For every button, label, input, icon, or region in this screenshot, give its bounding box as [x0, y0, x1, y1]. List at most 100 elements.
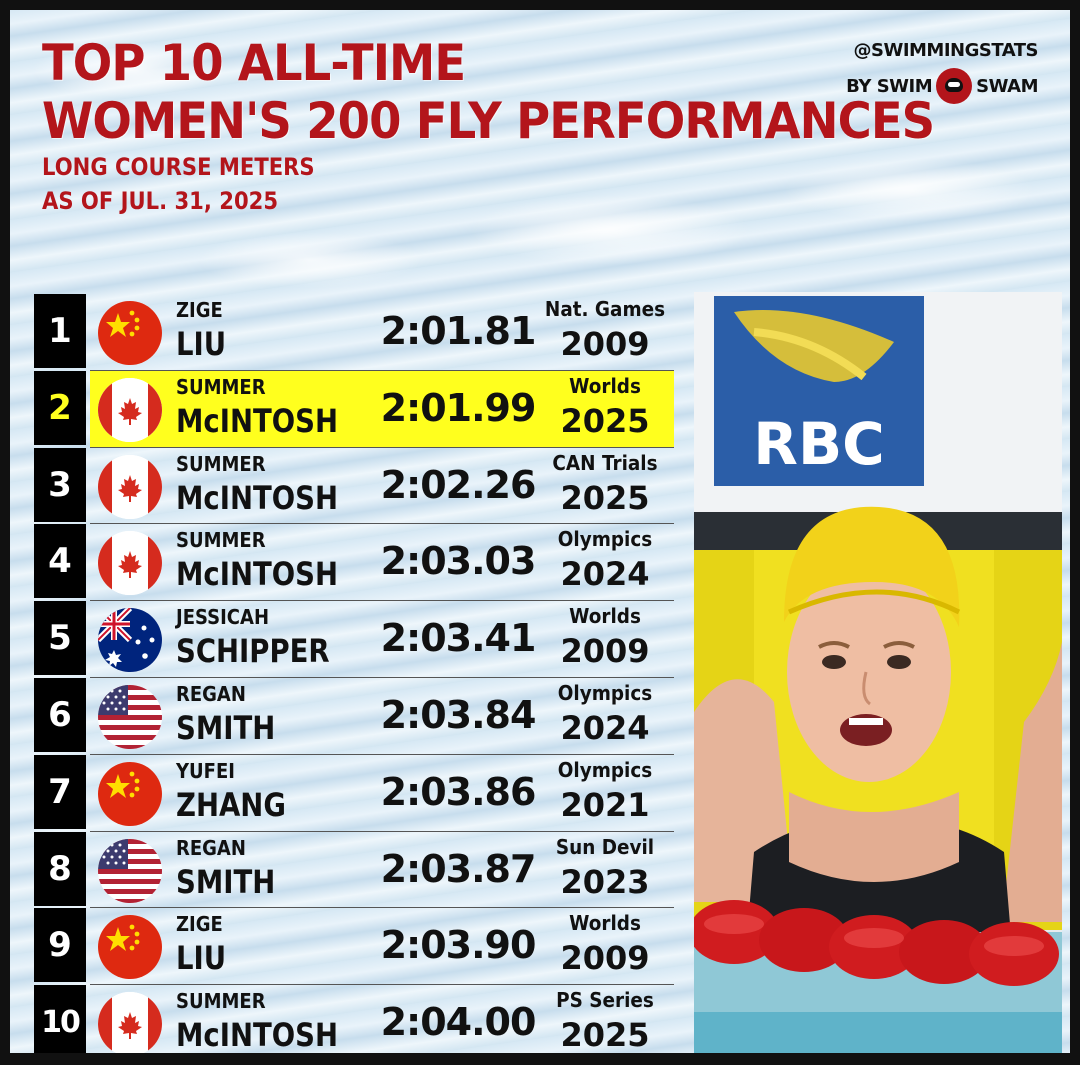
rank-number: 3 — [34, 447, 86, 522]
ranking-row: 2 SUMMER McINTOSH 2:01.99 Worlds 2025 — [34, 370, 678, 448]
ranking-cell: SUMMER McINTOSH 2:01.99 Worlds 2025 — [90, 370, 674, 448]
title-line-1: TOP 10 ALL-TIME — [42, 34, 466, 92]
ranking-row: 8 REGAN SMITH 2:03.87 Sun Devil 2023 — [34, 831, 678, 909]
meet-year: 2021 — [560, 785, 650, 824]
swim-time: 2:01.81 — [380, 309, 537, 353]
swimmer-first-name: SUMMER — [176, 451, 266, 476]
swimmer-last-name: LIU — [176, 325, 227, 363]
swimmer-photo: RBC — [694, 292, 1062, 1053]
china-flag-icon — [98, 915, 162, 980]
swimmer-last-name: McINTOSH — [176, 401, 338, 440]
swim-time: 2:03.41 — [380, 616, 537, 661]
ranking-cell: ZIGE LIU 2:03.90 Worlds 2009 — [90, 908, 674, 986]
swimmer-first-name: JESSICAH — [176, 605, 270, 630]
rank-number: 6 — [34, 677, 86, 752]
ranking-row: 7 YUFEI ZHANG 2:03.86 Olympics 2021 — [34, 754, 678, 832]
meet-name: Nat. Games — [544, 297, 666, 321]
australia-flag-icon — [98, 608, 162, 673]
meet-year: 2024 — [560, 708, 650, 747]
swimmer-first-name: SUMMER — [176, 989, 266, 1014]
ranking-row: 10 SUMMER McINTOSH 2:04.00 PS Series 2025 — [34, 985, 678, 1055]
ranking-cell: SUMMER McINTOSH 2:04.00 PS Series 2025 — [90, 985, 674, 1055]
swim-time: 2:03.84 — [380, 692, 537, 737]
usa-flag-icon — [98, 684, 162, 749]
swimswam-logo-icon — [936, 68, 973, 104]
meet-name: Olympics — [557, 527, 653, 552]
brand-line: BY SWIM SWAM — [846, 68, 1038, 104]
swimmer-first-name: REGAN — [176, 835, 246, 860]
title-block: TOP 10 ALL-TIME WOMEN'S 200 FLY PERFORMA… — [42, 34, 1001, 218]
ranking-cell: REGAN SMITH 2:03.87 Sun Devil 2023 — [90, 832, 674, 909]
swimmer-first-name: ZIGE — [176, 912, 223, 937]
rank-number: 8 — [34, 831, 86, 906]
rbc-sign-text: RBC — [753, 410, 884, 478]
swimmer-first-name: ZIGE — [176, 298, 223, 322]
swim-time: 2:03.87 — [380, 846, 537, 891]
swimmer-first-name: SUMMER — [176, 528, 266, 553]
ranking-cell: SUMMER McINTOSH 2:02.26 CAN Trials 2025 — [90, 448, 674, 525]
meet-year: 2025 — [560, 1016, 650, 1055]
subtitle-course: LONG COURSE METERS — [42, 153, 315, 181]
ranking-cell: REGAN SMITH 2:03.84 Olympics 2024 — [90, 678, 674, 755]
ranking-cell: YUFEI ZHANG 2:03.86 Olympics 2021 — [90, 755, 674, 832]
usa-flag-icon — [98, 838, 162, 903]
rank-number: 4 — [34, 524, 86, 599]
rank-number: 5 — [34, 601, 86, 676]
swimmer-last-name: LIU — [176, 939, 227, 978]
ranking-row: 9 ZIGE LIU 2:03.90 Worlds 2009 — [34, 908, 678, 986]
ranking-row: 5 JESSICAH SCHIPPER 2:03.41 Worlds 2009 — [34, 601, 678, 678]
rank-number: 1 — [34, 294, 86, 368]
canada-flag-icon — [98, 992, 162, 1053]
ranking-cell: ZIGE LIU 2:01.81 Nat. Games 2009 — [90, 294, 674, 371]
canada-flag-icon — [98, 992, 162, 1053]
brand-by: BY SWIM — [846, 75, 933, 97]
rank-number: 7 — [34, 754, 86, 829]
ranking-row: 6 REGAN SMITH 2:03.84 Olympics 2024 — [34, 677, 678, 755]
rank-number: 2 — [34, 370, 86, 445]
swimmer-last-name: McINTOSH — [176, 555, 338, 594]
brand-name: SWAM — [976, 75, 1038, 97]
swimmer-last-name: ZHANG — [176, 785, 286, 824]
rankings-table: 1 ZIGE LIU 2:01.81 Nat. Games 2009 2 SUMMER McIN… — [34, 294, 678, 1055]
meet-year: 2023 — [560, 862, 650, 901]
meet-name: Olympics — [557, 680, 653, 705]
brand-handle: @SWIMMINGSTATS — [853, 40, 1039, 61]
swimmer-last-name: McINTOSH — [176, 478, 338, 517]
usa-flag-icon — [98, 684, 162, 749]
china-flag-icon — [98, 301, 162, 365]
swim-time: 2:03.03 — [380, 539, 537, 584]
china-flag-icon — [98, 761, 162, 826]
ranking-cell: SUMMER McINTOSH 2:03.03 Olympics 2024 — [90, 524, 674, 602]
swimmer-last-name: SMITH — [176, 708, 276, 747]
swim-time: 2:01.99 — [380, 385, 537, 430]
australia-flag-icon — [98, 608, 162, 673]
swimmer-last-name: SMITH — [176, 862, 276, 901]
rank-number: 9 — [34, 908, 86, 983]
swim-time: 2:02.26 — [380, 462, 537, 507]
canada-flag-icon — [98, 377, 162, 442]
canada-flag-icon — [98, 454, 162, 519]
meet-name: Olympics — [557, 757, 653, 782]
china-flag-icon — [98, 761, 162, 826]
swimmer-first-name: YUFEI — [176, 758, 235, 783]
canada-flag-icon — [98, 531, 162, 596]
swimmer-last-name: McINTOSH — [176, 1016, 338, 1055]
meet-name: Sun Devil — [555, 834, 655, 859]
meet-year: 2009 — [560, 632, 650, 671]
swim-time: 2:03.90 — [380, 923, 537, 968]
canada-flag-icon — [98, 454, 162, 519]
meet-name: PS Series — [556, 988, 654, 1013]
swim-time: 2:04.00 — [380, 1000, 537, 1045]
meet-year: 2025 — [560, 401, 650, 440]
ranking-row: 3 SUMMER McINTOSH 2:02.26 CAN Trials 2025 — [34, 447, 678, 525]
meet-year: 2009 — [560, 939, 650, 978]
china-flag-icon — [98, 301, 162, 365]
meet-name: Worlds — [569, 604, 641, 629]
china-flag-icon — [98, 915, 162, 980]
meet-year: 2024 — [560, 555, 650, 594]
meet-name: Worlds — [569, 911, 641, 936]
meet-name: Worlds — [569, 373, 641, 398]
ranking-row: 4 SUMMER McINTOSH 2:03.03 Olympics 2024 — [34, 524, 678, 602]
swimmer-last-name: SCHIPPER — [176, 632, 330, 671]
meet-year: 2025 — [560, 478, 650, 517]
